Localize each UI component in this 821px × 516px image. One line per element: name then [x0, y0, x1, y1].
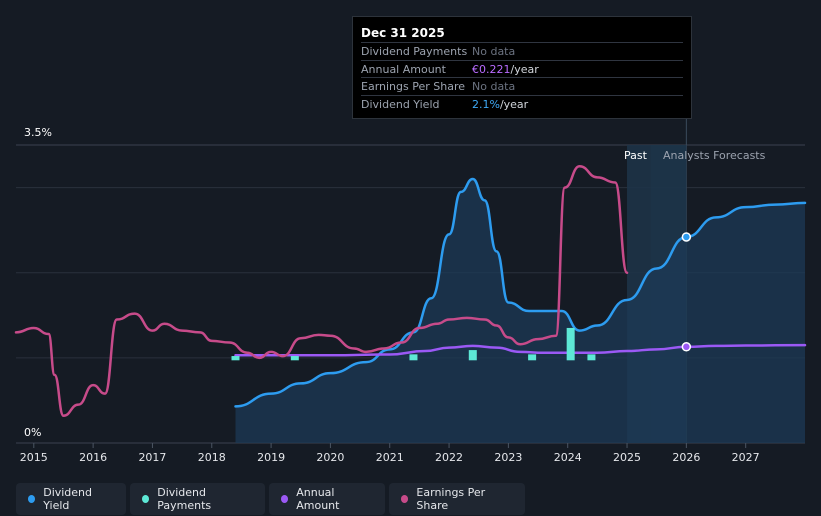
- tooltip-value: €0.221: [472, 62, 511, 76]
- legend-earnings-per-share[interactable]: Earnings Per Share: [389, 483, 525, 515]
- dividend-payment-bar: [409, 354, 418, 361]
- legend-label: Dividend Payments: [157, 486, 212, 512]
- x-tick-label: 2024: [554, 451, 582, 464]
- y-tick-top: 3.5%: [24, 126, 52, 139]
- tooltip-row-earnings-per-share: Earnings Per Share No data: [361, 78, 683, 96]
- x-tick-label: 2021: [376, 451, 404, 464]
- legend-dot-icon: [401, 495, 409, 503]
- tooltip-value: 2.1%: [472, 97, 500, 111]
- chart-tooltip: Dec 31 2025 Dividend Payments No data An…: [352, 16, 692, 119]
- dividend-yield-marker: [681, 232, 692, 242]
- legend-dot-icon: [281, 495, 289, 503]
- tooltip-unit: /year: [499, 97, 529, 111]
- tooltip-value: No data: [472, 80, 516, 93]
- dividend-payment-bar: [468, 350, 477, 361]
- dividend-payment-bar: [566, 327, 575, 361]
- legend-label: Dividend Yield: [43, 486, 93, 512]
- dividend-payment-bar: [231, 356, 240, 361]
- legend-label: Earnings Per Share: [416, 486, 486, 512]
- legend-dividend-payments[interactable]: Dividend Payments: [130, 483, 265, 515]
- annual-amount-marker: [681, 342, 692, 352]
- x-tick-label: 2019: [257, 451, 285, 464]
- x-tick-label: 2027: [732, 451, 760, 464]
- dividend-payment-bar: [528, 354, 537, 361]
- legend-label: Annual Amount: [296, 486, 340, 512]
- y-tick-bottom: 0%: [24, 426, 42, 439]
- x-tick-label: 2025: [613, 451, 641, 464]
- tooltip-row-dividend-payments: Dividend Payments No data: [361, 43, 683, 61]
- x-tick-label: 2023: [494, 451, 522, 464]
- tooltip-label: Earnings Per Share: [361, 80, 466, 93]
- tooltip-label: Annual Amount: [361, 62, 446, 76]
- x-tick-label: 2020: [316, 451, 344, 464]
- legend-dot-icon: [28, 495, 36, 503]
- dividend-payment-bar: [587, 354, 596, 361]
- x-tick-label: 2017: [138, 451, 166, 464]
- x-tick-label: 2022: [435, 451, 463, 464]
- past-label: Past: [624, 149, 647, 162]
- dividend-yield-area: [235, 179, 806, 444]
- tooltip-unit: /year: [510, 62, 539, 76]
- tooltip-label: Dividend Payments: [361, 45, 468, 58]
- x-tick-label: 2026: [672, 451, 700, 464]
- tooltip-row-annual-amount: Annual Amount €0.221/year: [361, 61, 683, 78]
- x-axis: 2015 2016 2017 2018 2019 2020 2021 2022 2023 2024…: [20, 443, 760, 464]
- legend-dot-icon: [142, 495, 150, 503]
- earnings-per-share-line: [14, 165, 629, 418]
- dividend-yield-line: [234, 177, 807, 408]
- x-tick-label: 2015: [20, 451, 48, 464]
- dividend-payment-bars: [231, 327, 596, 361]
- tooltip-date: Dec 31 2025: [361, 23, 683, 43]
- legend-dividend-yield[interactable]: Dividend Yield: [16, 483, 126, 515]
- tooltip-row-dividend-yield: Dividend Yield 2.1%/year: [361, 96, 683, 114]
- legend-annual-amount[interactable]: Annual Amount: [269, 483, 385, 515]
- dividend-payment-bar: [290, 356, 299, 361]
- forecast-label: Analysts Forecasts: [663, 149, 766, 162]
- tooltip-value: No data: [472, 45, 516, 58]
- tooltip-label: Dividend Yield: [361, 97, 440, 111]
- x-tick-label: 2016: [79, 451, 107, 464]
- x-tick-label: 2018: [198, 451, 226, 464]
- chart-legend: Dividend Yield Dividend Payments Annual …: [16, 483, 525, 515]
- series-layer: [14, 165, 807, 444]
